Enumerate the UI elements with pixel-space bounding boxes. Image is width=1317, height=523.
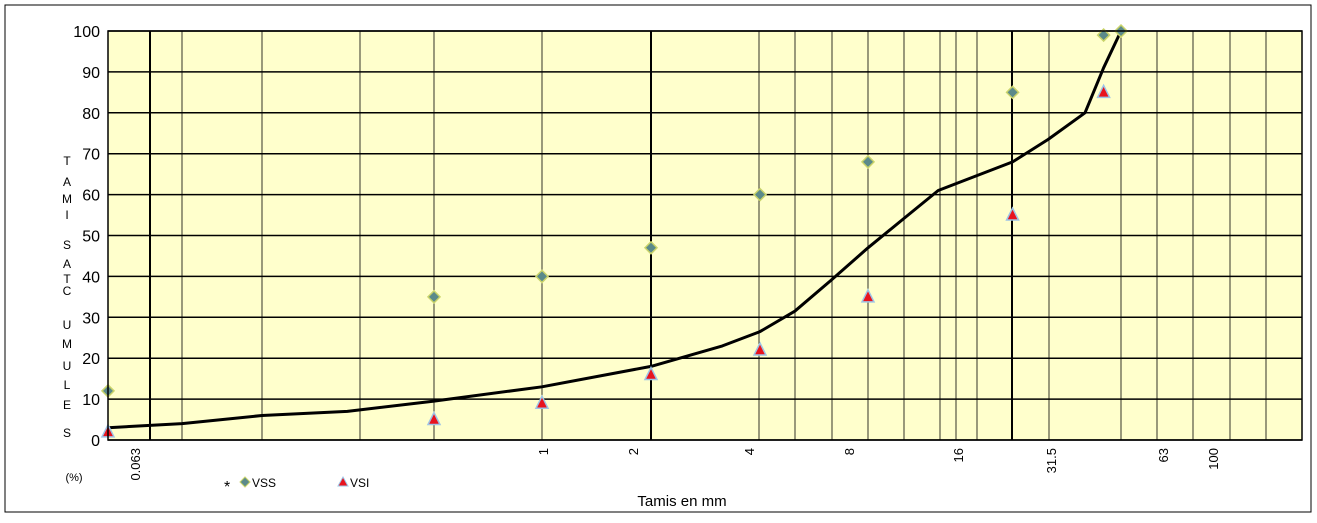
reference-curve: [107, 30, 1123, 430]
y-axis-title-letter: C: [63, 284, 72, 298]
y-axis-title-letter: A: [63, 175, 71, 189]
legend-vsi-marker: [337, 475, 349, 487]
plot-border: [107, 30, 1303, 441]
y-tick-label: 50: [82, 229, 100, 246]
y-axis-title-letter: M: [62, 192, 72, 206]
vsi-point: [1005, 206, 1020, 221]
legend: * VSS VSI: [224, 475, 369, 496]
marker-layer: [100, 23, 1129, 438]
legend-asterisk: *: [224, 479, 230, 496]
vsi-point: [752, 341, 768, 356]
vss-point: [860, 154, 876, 169]
vsi-point: [1096, 83, 1111, 99]
y-axis-title-letter: E: [63, 398, 71, 412]
y-axis-title-letter: (%): [65, 472, 82, 484]
y-tick-label: 70: [82, 147, 100, 164]
vsi-point: [534, 394, 550, 409]
y-tick-label: 40: [82, 269, 100, 286]
y-tick-label: 0: [91, 433, 100, 450]
vss-point: [752, 187, 768, 202]
y-axis-title-letter: L: [64, 378, 71, 392]
y-axis-title-letter: T: [63, 154, 71, 168]
y-axis-title-letter: U: [63, 318, 72, 332]
x-axis-title: Tamis en mm: [637, 493, 726, 510]
vss-point: [426, 289, 442, 304]
y-axis-title-letter: M: [62, 337, 72, 351]
vss-point: [643, 240, 659, 255]
vss-point: [1005, 85, 1020, 100]
curve-layer: [107, 30, 1123, 430]
vsi-point: [643, 365, 659, 381]
x-tick-label: 100: [1206, 448, 1221, 470]
x-tick-label: 8: [842, 448, 857, 455]
y-tick-label: 20: [82, 351, 100, 368]
x-tick-label: 0.063: [128, 448, 143, 481]
y-axis-title-letter: S: [63, 426, 71, 440]
y-tick-label: 90: [82, 65, 100, 82]
legend-vss-label: VSS: [252, 476, 276, 490]
legend-vss-marker: [239, 476, 251, 488]
y-axis-title-letter: T: [63, 272, 71, 286]
y-axis-title-letter: S: [63, 238, 71, 252]
x-tick-label: 4: [742, 448, 757, 455]
legend-vsi-label: VSI: [350, 476, 369, 490]
vsi-point: [860, 288, 876, 303]
y-tick-label: 30: [82, 310, 100, 327]
vss-point: [534, 269, 550, 284]
x-tick-label: 63: [1156, 448, 1171, 462]
y-tick-label: 60: [82, 188, 100, 205]
x-tick-label: 1: [536, 448, 551, 455]
y-tick-label: 10: [82, 392, 100, 409]
vsi-point: [426, 410, 442, 426]
x-tick-label: 2: [626, 448, 641, 455]
y-axis-title-letter: A: [63, 257, 71, 271]
y-tick-label: 80: [82, 106, 100, 123]
vss-point: [1096, 28, 1111, 43]
y-axis-title-letter: I: [65, 208, 68, 222]
y-tick-label: 100: [73, 24, 100, 41]
tick-layer: 0 10 20 30 40 50 60 70 80 90 100 0.063 1 2 4 8 16 31.5 63 1…: [62, 24, 1221, 484]
y-axis-title-letter: U: [63, 359, 72, 373]
x-tick-label: 31.5: [1044, 448, 1059, 473]
x-tick-label: 16: [951, 448, 966, 462]
